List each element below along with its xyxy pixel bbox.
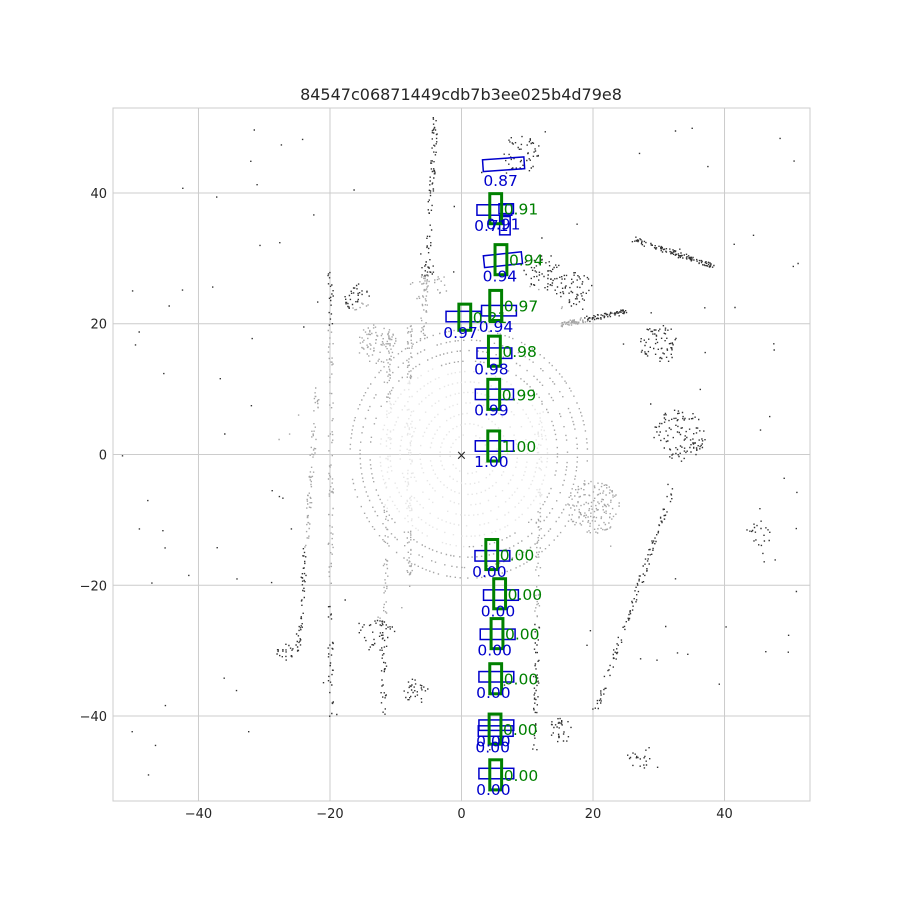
prediction-box [474, 388, 515, 401]
ground-truth-box [486, 429, 502, 463]
ground-truth-score-label: 0.91 [504, 201, 539, 219]
ground-truth-box [486, 377, 502, 411]
ego-marker-symbol: × [456, 449, 467, 464]
x-tick-label: −20 [316, 807, 343, 822]
ground-truth-box [493, 243, 509, 277]
prediction-box [476, 204, 513, 216]
ground-truth-box [488, 192, 504, 226]
prediction-box [479, 628, 516, 641]
axis-tick-labels: −40 −20 0 20 40 −40 −20 0 20 40 [80, 187, 733, 822]
prediction-box [478, 767, 515, 780]
ground-truth-box [484, 537, 500, 572]
ground-truth-score-label: 0.97 [504, 297, 539, 315]
ground-truth-score-label: 0.00 [500, 547, 535, 565]
y-tick-label: 20 [90, 318, 107, 333]
prediction-box [498, 215, 511, 236]
prediction-score-label: 0.00 [481, 602, 516, 620]
prediction-box [474, 549, 511, 562]
prediction-score-label: 0.87 [483, 172, 518, 190]
prediction-boxes [445, 156, 526, 780]
ground-truth-box [487, 712, 503, 746]
prediction-box [482, 251, 524, 269]
ground-truth-boxes [457, 192, 509, 792]
prediction-box [498, 203, 515, 215]
x-tick-label: 40 [716, 807, 733, 822]
prediction-box [476, 347, 513, 360]
prediction-score-label: 0.94 [483, 268, 518, 286]
prediction-box [481, 156, 526, 173]
prediction-score-label: 0.00 [475, 738, 510, 756]
ground-truth-score-label: 0.00 [508, 586, 543, 604]
ego-vehicle-marker: × [456, 449, 467, 464]
prediction-score-label: 0.71 [474, 217, 509, 235]
prediction-box [474, 440, 515, 452]
y-tick-label: 0 [99, 449, 107, 464]
ground-truth-score-label: 0.21 [473, 309, 508, 327]
ground-truth-score-label: 0.00 [503, 721, 538, 739]
ground-truth-score-label: 0.00 [504, 671, 539, 689]
ground-truth-box [488, 662, 504, 696]
ground-truth-score-label: 0.99 [502, 386, 537, 404]
prediction-score-label: 0.00 [476, 781, 511, 799]
score-labels: 0.870.710.910.940.940.970.980.991.000.00… [443, 172, 543, 799]
prediction-box [482, 589, 520, 602]
prediction-score-label: 0.00 [476, 684, 511, 702]
prediction-score-label: 0.94 [479, 318, 514, 336]
ground-truth-box [488, 288, 504, 322]
ground-truth-score-label: 0.00 [504, 767, 539, 785]
y-tick-label: 40 [90, 187, 107, 202]
chart-title: 84547c06871449cdb7b3ee025b4d79e8 [300, 85, 622, 104]
prediction-score-label: 0.00 [477, 642, 512, 660]
prediction-box [477, 725, 514, 738]
prediction-score-label: 0.91 [486, 216, 521, 234]
ground-truth-score-label: 0.98 [502, 343, 537, 361]
ground-truth-score-label: 0.94 [509, 252, 544, 270]
prediction-score-label: 0.98 [474, 360, 509, 378]
prediction-box [445, 310, 482, 323]
prediction-score-label: 0.00 [472, 563, 507, 581]
x-tick-label: −40 [185, 807, 212, 822]
grid-lines [113, 108, 810, 801]
ground-truth-box [486, 334, 502, 368]
y-tick-label: −20 [80, 579, 107, 594]
ground-truth-box [492, 577, 508, 611]
prediction-score-label: 0.00 [476, 732, 511, 750]
y-tick-label: −40 [80, 710, 107, 725]
ground-truth-box [489, 617, 505, 651]
prediction-score-label: 0.99 [474, 402, 509, 420]
prediction-score-label: 0.97 [443, 324, 478, 342]
ground-truth-score-label: 1.00 [502, 438, 537, 456]
ground-truth-box [488, 758, 504, 792]
ground-truth-box [457, 302, 473, 332]
ground-truth-score-label: 0.00 [505, 626, 540, 644]
x-tick-label: 0 [457, 807, 465, 822]
prediction-box [478, 670, 515, 683]
x-tick-label: 20 [585, 807, 602, 822]
prediction-score-label: 1.00 [474, 453, 509, 471]
